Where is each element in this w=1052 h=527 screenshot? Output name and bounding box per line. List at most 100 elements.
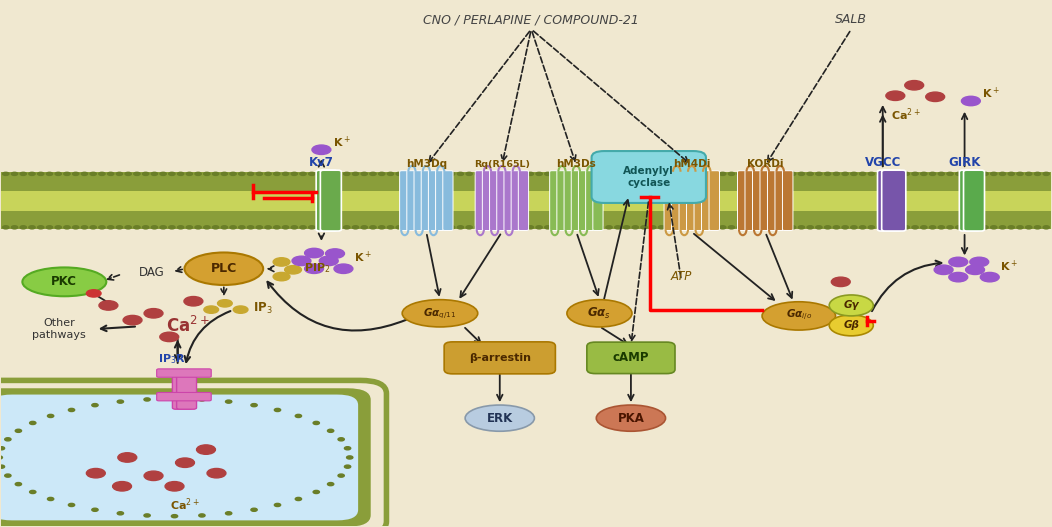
Circle shape xyxy=(239,172,245,175)
Text: Gα$_{q/11}$: Gα$_{q/11}$ xyxy=(423,306,457,320)
FancyBboxPatch shape xyxy=(157,369,211,377)
Circle shape xyxy=(650,226,656,229)
Circle shape xyxy=(501,172,507,175)
Circle shape xyxy=(440,226,446,229)
Circle shape xyxy=(659,226,665,229)
FancyBboxPatch shape xyxy=(593,171,603,230)
Text: K$^+$: K$^+$ xyxy=(1000,259,1018,275)
Circle shape xyxy=(934,265,953,275)
FancyBboxPatch shape xyxy=(519,171,528,230)
Circle shape xyxy=(965,226,971,229)
Circle shape xyxy=(333,264,352,274)
Circle shape xyxy=(118,453,137,462)
Text: IP$_3$R: IP$_3$R xyxy=(159,352,186,366)
Circle shape xyxy=(134,172,140,175)
Circle shape xyxy=(305,248,324,258)
Circle shape xyxy=(151,172,158,175)
Ellipse shape xyxy=(829,295,873,316)
Circle shape xyxy=(877,226,884,229)
Circle shape xyxy=(588,226,594,229)
Text: K$^+$: K$^+$ xyxy=(332,135,350,150)
Circle shape xyxy=(327,483,333,486)
Text: K$^+$: K$^+$ xyxy=(353,249,371,265)
Circle shape xyxy=(199,398,205,401)
Circle shape xyxy=(291,172,298,175)
Circle shape xyxy=(1034,172,1040,175)
Circle shape xyxy=(221,172,227,175)
Circle shape xyxy=(912,226,918,229)
Circle shape xyxy=(466,226,472,229)
Ellipse shape xyxy=(184,252,263,285)
Circle shape xyxy=(413,226,420,229)
Circle shape xyxy=(982,172,988,175)
Circle shape xyxy=(973,172,979,175)
Circle shape xyxy=(825,226,831,229)
FancyBboxPatch shape xyxy=(444,342,555,374)
FancyBboxPatch shape xyxy=(511,171,522,230)
Text: Gα$_s$: Gα$_s$ xyxy=(587,306,611,321)
Circle shape xyxy=(160,172,166,175)
Circle shape xyxy=(965,172,971,175)
Circle shape xyxy=(947,172,953,175)
Circle shape xyxy=(929,172,935,175)
Circle shape xyxy=(675,172,682,175)
Circle shape xyxy=(204,172,210,175)
Circle shape xyxy=(370,172,377,175)
FancyBboxPatch shape xyxy=(173,372,193,409)
Text: Ca$^{2+}$: Ca$^{2+}$ xyxy=(891,106,920,123)
Circle shape xyxy=(1017,172,1024,175)
Circle shape xyxy=(213,226,219,229)
Circle shape xyxy=(458,226,464,229)
Circle shape xyxy=(737,226,744,229)
Circle shape xyxy=(344,447,350,450)
Circle shape xyxy=(562,226,568,229)
FancyBboxPatch shape xyxy=(737,171,748,230)
Circle shape xyxy=(251,508,257,511)
Circle shape xyxy=(422,226,428,229)
FancyBboxPatch shape xyxy=(549,171,560,230)
FancyBboxPatch shape xyxy=(664,171,674,230)
Circle shape xyxy=(142,226,148,229)
Circle shape xyxy=(973,226,979,229)
Circle shape xyxy=(484,226,490,229)
Circle shape xyxy=(195,172,201,175)
Circle shape xyxy=(650,172,656,175)
Circle shape xyxy=(851,226,857,229)
Circle shape xyxy=(257,172,262,175)
Text: KORDi: KORDi xyxy=(747,159,784,169)
Circle shape xyxy=(790,226,795,229)
Circle shape xyxy=(142,172,148,175)
Text: PKA: PKA xyxy=(618,412,645,425)
Circle shape xyxy=(0,456,2,459)
Circle shape xyxy=(15,483,21,486)
FancyBboxPatch shape xyxy=(0,388,370,526)
Circle shape xyxy=(999,172,1006,175)
Circle shape xyxy=(659,172,665,175)
Circle shape xyxy=(361,172,367,175)
Circle shape xyxy=(624,226,630,229)
Circle shape xyxy=(904,226,910,229)
Circle shape xyxy=(176,458,195,467)
Circle shape xyxy=(938,226,945,229)
Circle shape xyxy=(265,172,271,175)
Circle shape xyxy=(894,172,901,175)
Circle shape xyxy=(318,172,324,175)
Circle shape xyxy=(92,404,98,407)
Ellipse shape xyxy=(596,405,666,431)
FancyBboxPatch shape xyxy=(579,171,589,230)
Circle shape xyxy=(274,226,280,229)
Text: PIP$_2$: PIP$_2$ xyxy=(304,261,330,275)
Circle shape xyxy=(868,226,874,229)
Circle shape xyxy=(99,172,105,175)
Text: IP$_3$: IP$_3$ xyxy=(254,300,272,316)
Circle shape xyxy=(64,226,70,229)
Circle shape xyxy=(851,172,857,175)
Circle shape xyxy=(379,172,385,175)
Circle shape xyxy=(833,172,839,175)
Circle shape xyxy=(326,172,332,175)
Circle shape xyxy=(894,226,901,229)
Circle shape xyxy=(300,226,306,229)
FancyBboxPatch shape xyxy=(694,171,705,230)
Text: Ca$^{2+}$: Ca$^{2+}$ xyxy=(170,497,200,513)
FancyBboxPatch shape xyxy=(591,151,706,203)
